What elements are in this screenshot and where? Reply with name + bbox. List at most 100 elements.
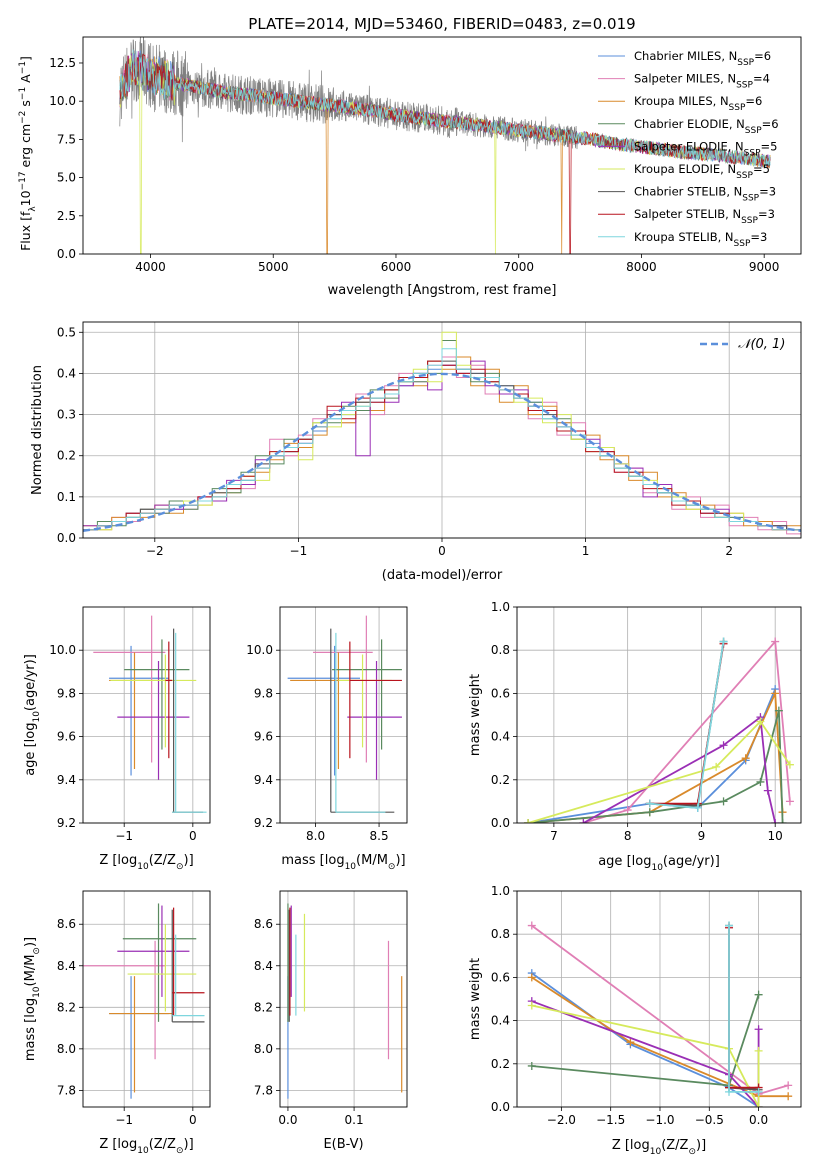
axes-frame <box>82 321 802 539</box>
weight-marker <box>784 1081 793 1090</box>
y-tick-label: 9.2 <box>254 816 273 830</box>
x-tick-label: 8.0 <box>306 829 325 843</box>
weight-marker <box>756 777 765 786</box>
x-tick-label: 0.1 <box>345 1113 364 1127</box>
y-tick-label: 0.8 <box>491 643 510 657</box>
errorbar-salpeter-miles <box>313 615 373 763</box>
weight-marker <box>756 717 765 726</box>
legend-label: Chabrier MILES, NSSP=6 <box>634 49 771 68</box>
y-axis-label: Flux [fλ10−17 erg cm−2 s−1 A−1] <box>18 56 38 251</box>
ticks: −1 0 9.2 9.4 9.6 9.8 10.0 <box>49 643 196 843</box>
weight-marker <box>579 819 588 823</box>
axes-frame <box>279 606 408 824</box>
y-tick-label: 2.5 <box>57 209 76 223</box>
errorbar-salpeter-miles <box>83 940 166 1060</box>
y-tick-label: 1.0 <box>491 600 510 614</box>
legend-label: Salpeter MILES, NSSP=4 <box>634 72 770 91</box>
weight-marker <box>725 1087 734 1096</box>
weight-marker <box>712 762 721 771</box>
weight-marker <box>771 637 780 646</box>
x-tick-label: −2 <box>146 544 164 558</box>
weight-marker <box>754 1103 763 1107</box>
x-tick-label: 9 <box>698 829 706 843</box>
ticks: −2.0 −1.5 −1.0 −0.5 0.0 0.0 0.2 0.4 0.6 0.8 1.0 <box>491 884 768 1127</box>
ticks: 0.0 0.1 7.8 8.0 8.2 8.4 8.6 <box>254 917 364 1127</box>
y-tick-label: 9.8 <box>254 686 273 700</box>
weight-line-salpeter-elodie <box>531 1000 760 1107</box>
errorbar-chabrier-miles <box>287 645 361 776</box>
x-tick-label: −1.0 <box>645 1113 674 1127</box>
x-axis-label: wavelength [Angstrom, rest frame] <box>328 283 557 298</box>
x-tick-label: −1 <box>115 829 133 843</box>
y-tick-label: 9.4 <box>254 773 273 787</box>
weight-marker <box>645 808 654 817</box>
age-vs-metallicity-panel: −1 0 9.2 9.4 9.6 9.8 10.0 Z [log10(Z/Z⊙)] age [l… <box>23 606 211 872</box>
normal-distribution-curve <box>83 372 801 532</box>
weight-marker <box>693 803 702 812</box>
y-tick-label: 0.4 <box>57 366 76 380</box>
y-tick-label: 7.8 <box>57 1083 76 1097</box>
y-tick-label: 8.6 <box>254 917 273 931</box>
y-tick-label: 0.2 <box>57 449 76 463</box>
histogram-kroupa-stelib <box>83 348 801 531</box>
x-tick-label: 10 <box>768 829 783 843</box>
legend-label: Salpeter ELODIE, NSSP=5 <box>634 139 777 158</box>
y-tick-label: 7.5 <box>57 132 76 146</box>
x-axis-label: Z [log10(Z/Z⊙)] <box>99 853 193 872</box>
weight-marker <box>725 921 734 930</box>
weight-line-chabrier-stelib <box>649 641 725 807</box>
grid <box>517 606 801 824</box>
legend-label: Kroupa STELIB, NSSP=3 <box>634 230 767 249</box>
x-axis-label: mass [log10(M/M⊙)] <box>281 853 405 872</box>
legend-label: 𝒩(0, 1) <box>738 337 785 352</box>
x-tick-label: 9000 <box>749 260 780 274</box>
ticks: −1 0 7.8 8.0 8.2 8.4 8.6 <box>57 917 197 1127</box>
y-tick-label: 8.4 <box>254 959 273 973</box>
y-tick-label: 0.2 <box>491 773 510 787</box>
legend: Chabrier MILES, NSSP=6 Salpeter MILES, NS… <box>598 49 779 249</box>
weight-marker <box>645 799 654 808</box>
y-tick-label: 10.0 <box>49 94 76 108</box>
weight-marker <box>763 786 772 795</box>
errorbar-chabrier-elodie <box>122 903 197 1022</box>
y-axis-label: age [log10(age/yr)] <box>23 654 42 776</box>
weight-marker <box>778 819 787 823</box>
weight-marker <box>719 797 728 806</box>
errorbar-kroupa-miles <box>109 976 173 1093</box>
age-vs-mass-panel: 8.0 8.5 9.2 9.4 9.6 9.8 10.0 mass [log10(M/M⊙)] <box>246 606 408 872</box>
x-axis-label: age [log10(age/yr)] <box>598 854 720 873</box>
legend-label: Chabrier ELODIE, NSSP=6 <box>634 117 779 136</box>
y-tick-label: 9.6 <box>57 730 76 744</box>
spectrum-panel: 4000 5000 6000 7000 8000 9000 0.0 2.5 5.0 7.5 10.0… <box>18 36 802 298</box>
grid <box>83 891 210 1107</box>
x-tick-label: 0.0 <box>749 1113 768 1127</box>
y-axis-label: Normed distribution <box>30 365 45 495</box>
x-tick-label: 2 <box>725 544 733 558</box>
x-axis-label: (data-model)/error <box>382 568 503 583</box>
mass-vs-extinction-panel: 0.0 0.1 7.8 8.0 8.2 8.4 8.6 E(B-V) <box>254 890 408 1152</box>
errorbar-chabrier-miles <box>109 976 169 1099</box>
x-tick-label: 0 <box>189 829 197 843</box>
x-tick-label: 0.0 <box>278 1113 297 1127</box>
errorbar-chabrier-elodie <box>332 639 402 750</box>
x-tick-label: 8000 <box>626 260 657 274</box>
y-tick-label: 0.0 <box>57 531 76 545</box>
weight-marker <box>527 921 536 930</box>
errorbar-kroupa-stelib <box>172 632 207 813</box>
weight-marker <box>741 754 750 763</box>
y-tick-label: 8.0 <box>57 1042 76 1056</box>
x-tick-label: 1 <box>582 544 590 558</box>
axes-frame <box>279 890 408 1108</box>
errorbar-salpeter-stelib <box>165 641 173 759</box>
mass-weight-vs-metallicity-panel: −2.0 −1.5 −1.0 −0.5 0.0 0.0 0.2 0.4 0.6 0.8 1.0 Z [… <box>468 884 802 1157</box>
errorbar-salpeter-elodie <box>117 905 190 997</box>
axes-frame <box>82 890 211 1108</box>
y-tick-label: 8.2 <box>254 1000 273 1014</box>
errorbar-salpeter-stelib <box>349 641 402 759</box>
legend-label: Salpeter STELIB, NSSP=3 <box>634 207 775 226</box>
y-tick-label: 10.0 <box>246 643 273 657</box>
y-tick-label: 0.5 <box>57 325 76 339</box>
x-tick-label: −1 <box>115 1113 133 1127</box>
weight-marker <box>623 806 632 815</box>
